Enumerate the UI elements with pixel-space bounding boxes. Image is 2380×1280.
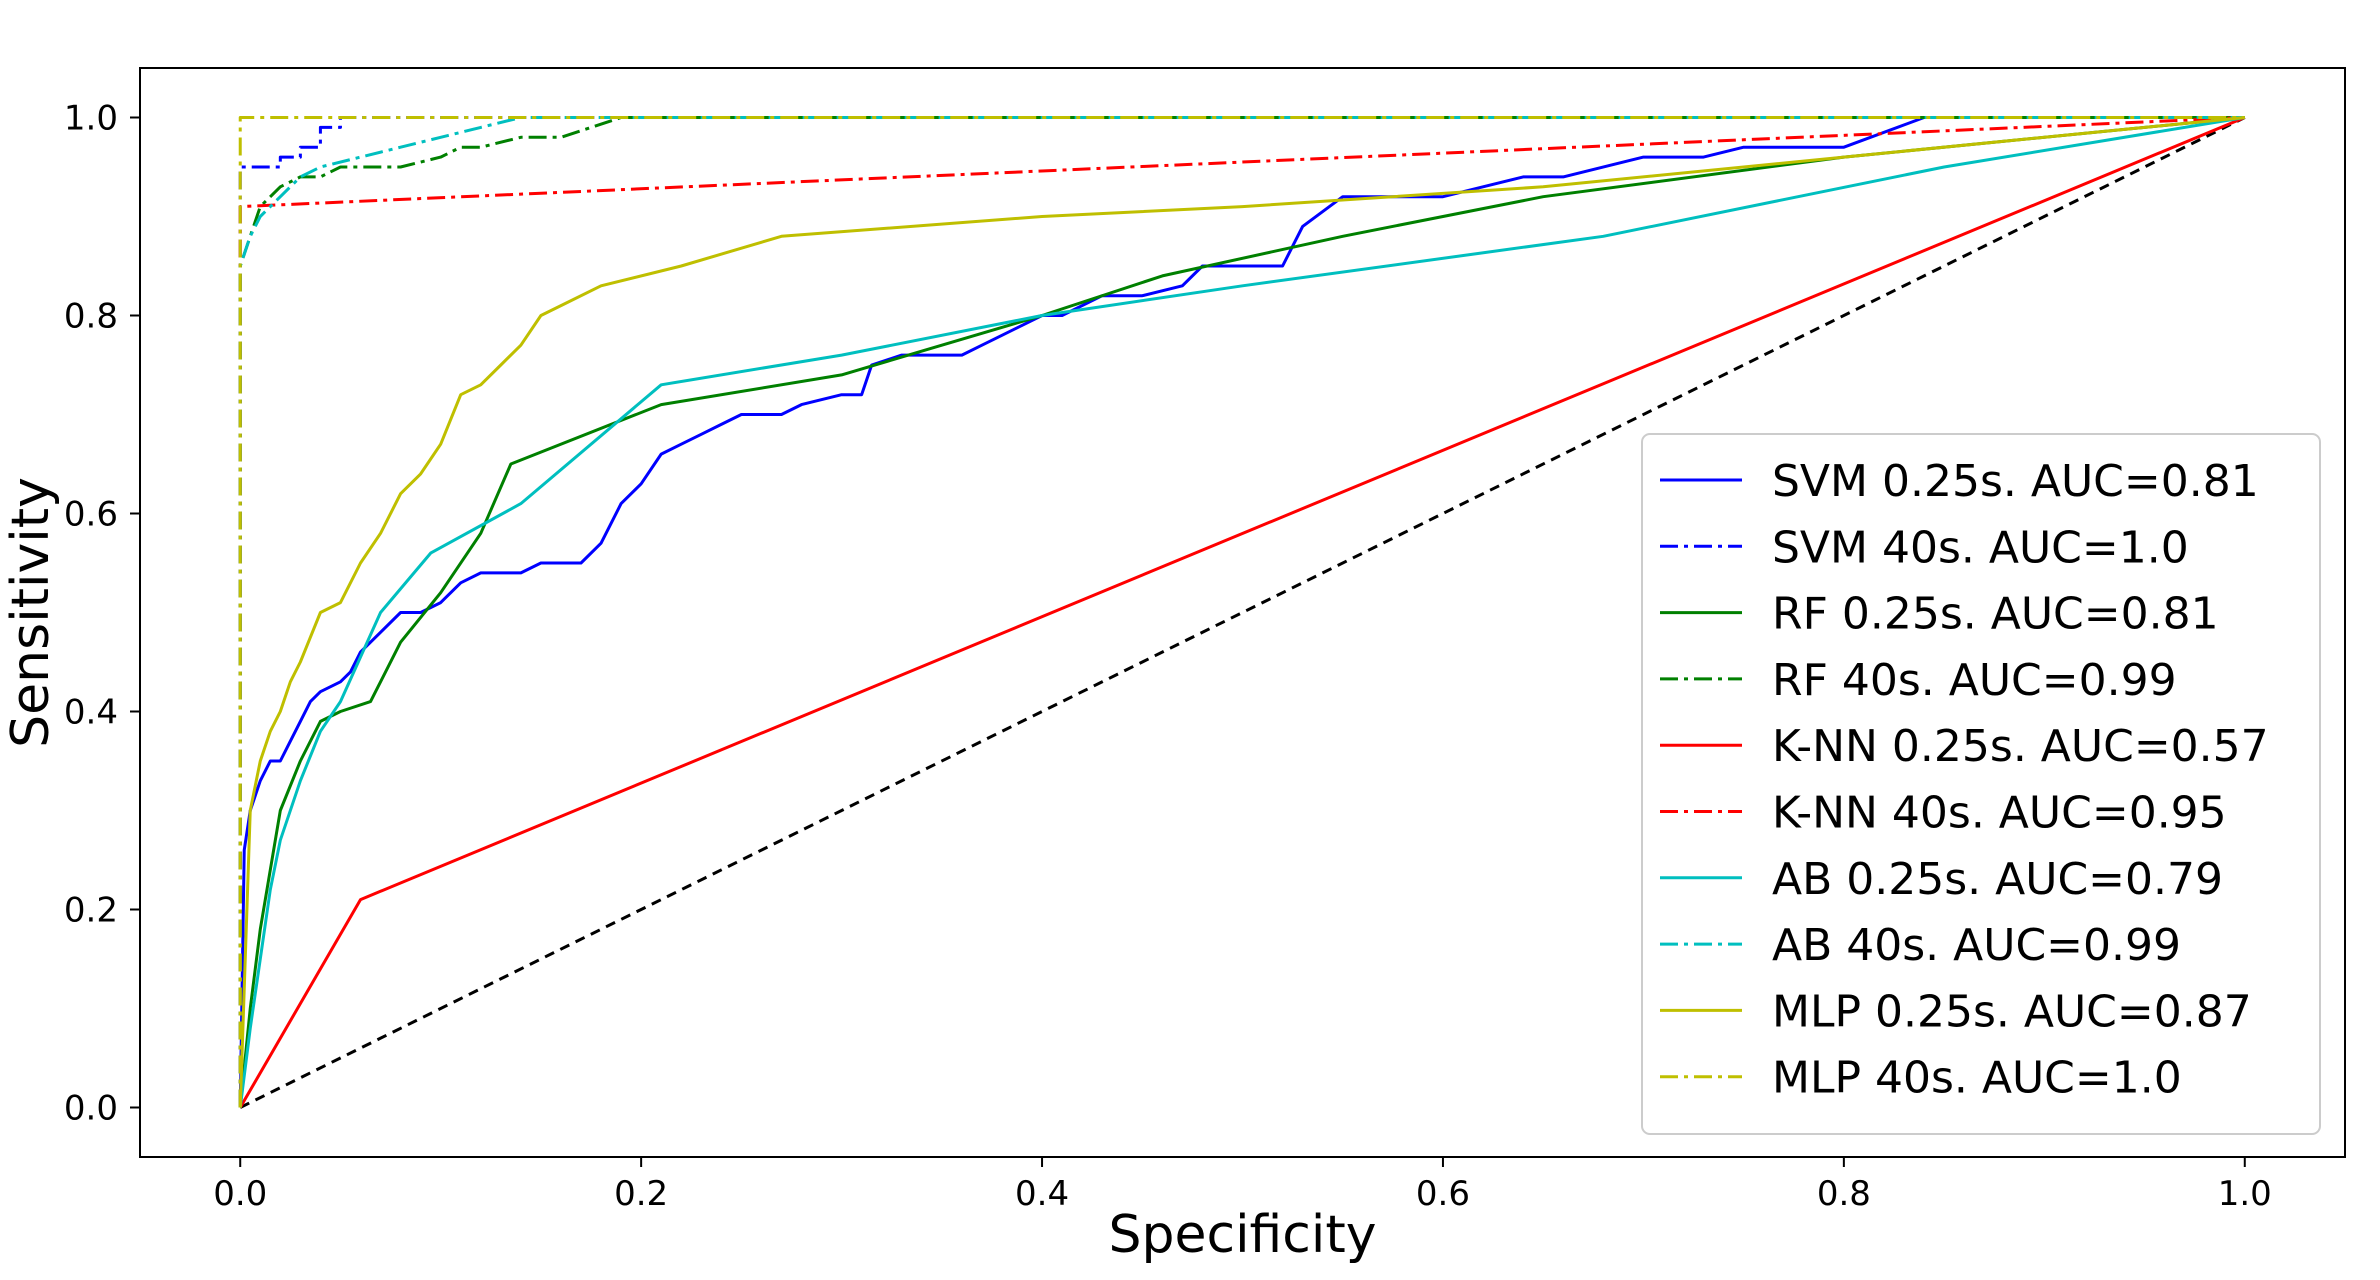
legend-label-0: SVM 0.25s. AUC=0.81 xyxy=(1772,456,2259,507)
legend: SVM 0.25s. AUC=0.81 SVM 40s. AUC=1.0 RF 0.… xyxy=(1641,433,2321,1135)
series-line-1 xyxy=(238,116,2245,1108)
legend-box xyxy=(1641,433,2321,1135)
y-tick-label: 0.6 xyxy=(64,495,118,535)
series-line-9 xyxy=(238,116,2245,1108)
x-tick-label: 0.0 xyxy=(213,1174,267,1214)
series-line-3 xyxy=(238,116,2245,1108)
x-tick-label: 0.8 xyxy=(1817,1174,1871,1214)
y-tick-label: 0.0 xyxy=(64,1089,118,1129)
plot-frame xyxy=(139,67,2346,1158)
legend-label-3: RF 40s. AUC=0.99 xyxy=(1772,655,2177,706)
legend-label-6: AB 0.25s. AUC=0.79 xyxy=(1772,854,2223,905)
y-tick-label: 1.0 xyxy=(64,99,118,139)
series-line-2 xyxy=(238,116,2245,1108)
x-tick-label: 0.6 xyxy=(1416,1174,1470,1214)
y-axis-title: Sensitivity xyxy=(1,477,61,748)
legend-label-9: MLP 40s. AUC=1.0 xyxy=(1772,1053,2182,1104)
series-line-4 xyxy=(238,116,2246,1109)
y-tick-label: 0.2 xyxy=(64,891,118,931)
y-tick-label: 0.8 xyxy=(64,297,118,337)
legend-label-4: K-NN 0.25s. AUC=0.57 xyxy=(1772,721,2269,772)
legend-label-2: RF 0.25s. AUC=0.81 xyxy=(1772,589,2219,640)
x-tick-label: 1.0 xyxy=(2218,1174,2272,1214)
x-tick-label: 0.4 xyxy=(1015,1174,1069,1214)
y-tick-label: 0.4 xyxy=(64,693,118,733)
series-line-8 xyxy=(238,116,2245,1108)
series-line-0 xyxy=(238,116,2245,1108)
legend-label-1: SVM 40s. AUC=1.0 xyxy=(1772,522,2189,573)
x-axis-title: Specificity xyxy=(1109,1205,1377,1265)
legend-label-7: AB 40s. AUC=0.99 xyxy=(1772,920,2181,971)
x-tick-label: 0.2 xyxy=(614,1174,668,1214)
plot-area xyxy=(238,116,2246,1109)
legend-label-5: K-NN 40s. AUC=0.95 xyxy=(1772,788,2227,839)
series-line-7 xyxy=(238,116,2245,1108)
series-line-6 xyxy=(238,116,2246,1108)
legend-label-8: MLP 0.25s. AUC=0.87 xyxy=(1772,986,2252,1037)
